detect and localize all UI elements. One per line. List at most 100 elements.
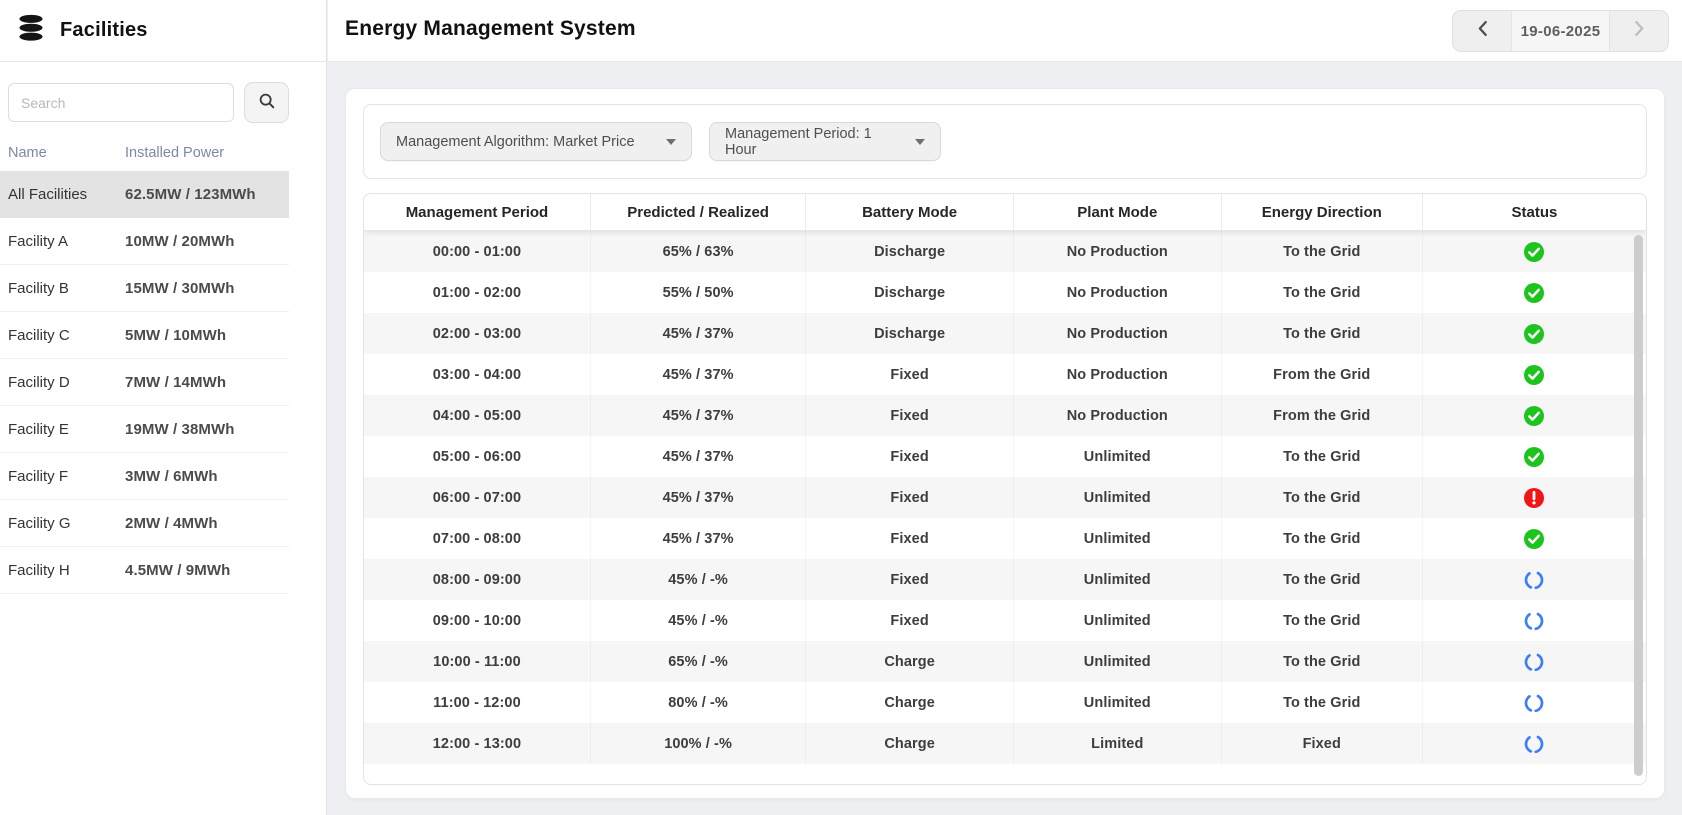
management-period-value: Management Period: 1 Hour (725, 126, 903, 158)
column-header-battery-mode: Battery Mode (806, 194, 1014, 230)
cell-energy-direction: To the Grid (1222, 436, 1423, 477)
table-row: 09:00 - 10:00 45% / -% Fixed Unlimited T… (364, 600, 1646, 641)
management-period-dropdown[interactable]: Management Period: 1 Hour (709, 122, 941, 161)
table-header-row: Management Period Predicted / Realized B… (364, 194, 1646, 231)
cell-management-period: 08:00 - 09:00 (364, 559, 591, 600)
facility-list-item[interactable]: Facility G 2MW / 4MWh (0, 500, 289, 547)
facility-name: Facility F (8, 468, 125, 485)
cell-management-period: 01:00 - 02:00 (364, 272, 591, 313)
cell-battery-mode: Charge (806, 641, 1014, 682)
cell-plant-mode: No Production (1014, 272, 1222, 313)
cell-status (1423, 682, 1646, 723)
facility-installed-power: 62.5MW / 123MWh (125, 186, 256, 203)
facility-name: Facility H (8, 562, 125, 579)
column-header-energy-direction: Energy Direction (1222, 194, 1423, 230)
loading-icon (1523, 692, 1545, 714)
cell-management-period: 03:00 - 04:00 (364, 354, 591, 395)
cell-predicted-realized: 45% / 37% (591, 395, 806, 436)
facility-list-item[interactable]: All Facilities 62.5MW / 123MWh (0, 171, 289, 218)
table-row: 06:00 - 07:00 45% / 37% Fixed Unlimited … (364, 477, 1646, 518)
cell-battery-mode: Discharge (806, 313, 1014, 354)
filter-panel: Management Algorithm: Market Price Manag… (363, 104, 1647, 179)
cell-management-period: 07:00 - 08:00 (364, 518, 591, 559)
facility-list-item[interactable]: Facility H 4.5MW / 9MWh (0, 547, 289, 594)
facility-installed-power: 3MW / 6MWh (125, 468, 218, 485)
cell-management-period: 00:00 - 01:00 (364, 231, 591, 272)
cell-predicted-realized: 65% / 63% (591, 231, 806, 272)
cell-energy-direction: To the Grid (1222, 559, 1423, 600)
cell-predicted-realized: 45% / -% (591, 559, 806, 600)
cell-status (1423, 272, 1646, 313)
facility-list-item[interactable]: Facility D 7MW / 14MWh (0, 359, 289, 406)
cell-plant-mode: Unlimited (1014, 559, 1222, 600)
cell-energy-direction: To the Grid (1222, 682, 1423, 723)
management-algorithm-value: Management Algorithm: Market Price (396, 134, 635, 150)
sidebar-title: Facilities (60, 19, 148, 42)
cell-status (1423, 518, 1646, 559)
cell-status (1423, 354, 1646, 395)
facility-name: Facility C (8, 327, 125, 344)
cell-energy-direction: To the Grid (1222, 231, 1423, 272)
loading-icon (1523, 610, 1545, 632)
table-body: 00:00 - 01:00 65% / 63% Discharge No Pro… (364, 231, 1646, 764)
facility-installed-power: 7MW / 14MWh (125, 374, 226, 391)
cell-management-period: 04:00 - 05:00 (364, 395, 591, 436)
cell-energy-direction: To the Grid (1222, 313, 1423, 354)
cell-plant-mode: Unlimited (1014, 641, 1222, 682)
facility-installed-power: 10MW / 20MWh (125, 233, 235, 250)
cell-status (1423, 723, 1646, 764)
facility-list-item[interactable]: Facility F 3MW / 6MWh (0, 453, 289, 500)
column-header-plant-mode: Plant Mode (1014, 194, 1222, 230)
search-button[interactable] (244, 82, 289, 123)
cell-predicted-realized: 45% / 37% (591, 313, 806, 354)
cell-plant-mode: Unlimited (1014, 682, 1222, 723)
loading-icon (1523, 569, 1545, 591)
column-header-management-period: Management Period (364, 194, 591, 230)
cell-battery-mode: Fixed (806, 354, 1014, 395)
facility-installed-power: 15MW / 30MWh (125, 280, 235, 297)
table-scrollbar-thumb[interactable] (1634, 235, 1643, 776)
cell-battery-mode: Fixed (806, 395, 1014, 436)
cell-predicted-realized: 55% / 50% (591, 272, 806, 313)
next-day-button[interactable] (1610, 11, 1668, 51)
chevron-left-icon (1477, 20, 1488, 42)
cell-predicted-realized: 80% / -% (591, 682, 806, 723)
facility-list-item[interactable]: Facility C 5MW / 10MWh (0, 312, 289, 359)
main-header: Energy Management System 19-06-2025 (328, 0, 1682, 62)
cell-battery-mode: Fixed (806, 600, 1014, 641)
cell-battery-mode: Charge (806, 723, 1014, 764)
search-icon (258, 92, 276, 113)
facility-list-columns: Name Installed Power (0, 137, 326, 171)
cell-plant-mode: No Production (1014, 354, 1222, 395)
cell-management-period: 05:00 - 06:00 (364, 436, 591, 477)
previous-day-button[interactable] (1453, 11, 1511, 51)
column-name-label: Name (8, 145, 125, 161)
date-display[interactable]: 19-06-2025 (1511, 11, 1610, 51)
facility-list-item[interactable]: Facility E 19MW / 38MWh (0, 406, 289, 453)
cell-battery-mode: Discharge (806, 231, 1014, 272)
cell-battery-mode: Discharge (806, 272, 1014, 313)
cell-status (1423, 559, 1646, 600)
cell-plant-mode: Unlimited (1014, 477, 1222, 518)
cell-predicted-realized: 45% / 37% (591, 354, 806, 395)
cell-plant-mode: Unlimited (1014, 600, 1222, 641)
table-row: 02:00 - 03:00 45% / 37% Discharge No Pro… (364, 313, 1646, 354)
loading-icon (1523, 733, 1545, 755)
chevron-down-icon (915, 139, 925, 145)
cell-battery-mode: Fixed (806, 518, 1014, 559)
column-header-predicted-realized: Predicted / Realized (591, 194, 806, 230)
cell-predicted-realized: 65% / -% (591, 641, 806, 682)
facility-installed-power: 2MW / 4MWh (125, 515, 218, 532)
management-algorithm-dropdown[interactable]: Management Algorithm: Market Price (380, 122, 692, 161)
cell-battery-mode: Fixed (806, 477, 1014, 518)
table-row: 03:00 - 04:00 45% / 37% Fixed No Product… (364, 354, 1646, 395)
search-input[interactable] (8, 83, 234, 122)
cell-plant-mode: Unlimited (1014, 518, 1222, 559)
success-icon (1523, 364, 1545, 386)
table-row: 05:00 - 06:00 45% / 37% Fixed Unlimited … (364, 436, 1646, 477)
facility-list-item[interactable]: Facility A 10MW / 20MWh (0, 218, 289, 265)
success-icon (1523, 446, 1545, 468)
facility-name: Facility D (8, 374, 125, 391)
facility-list-item[interactable]: Facility B 15MW / 30MWh (0, 265, 289, 312)
cell-energy-direction: To the Grid (1222, 272, 1423, 313)
